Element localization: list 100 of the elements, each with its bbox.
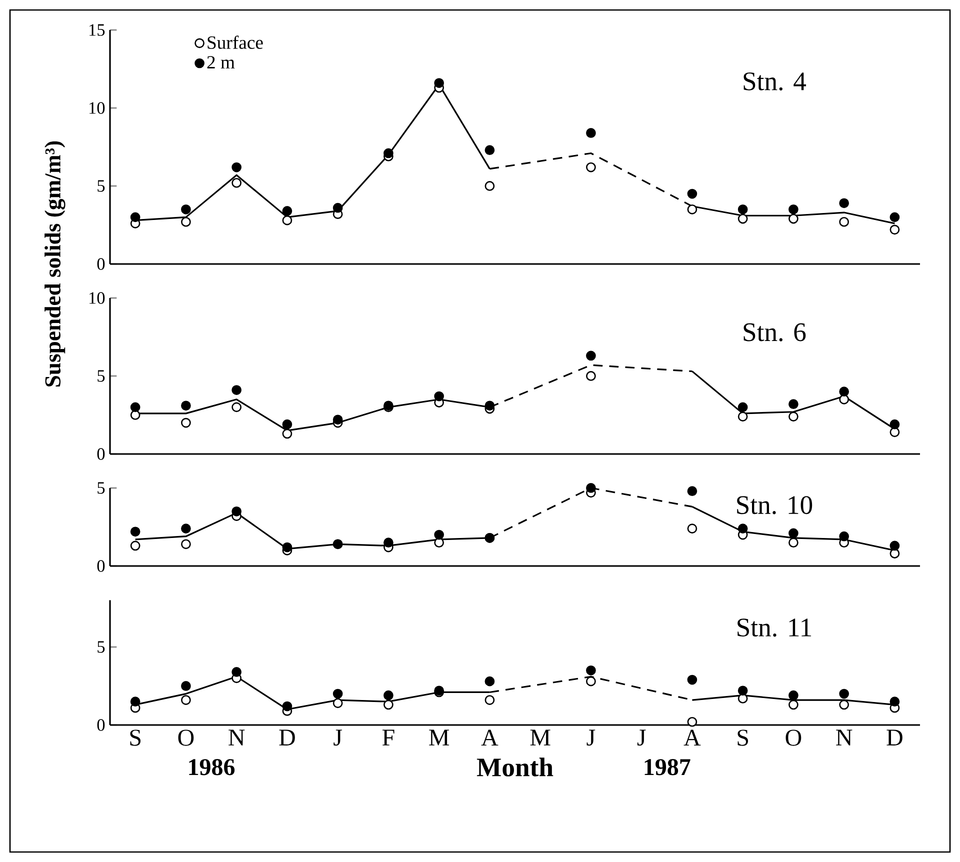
x-tick-label: A: [481, 730, 498, 746]
y-tick-label: 10: [89, 102, 105, 114]
point: [181, 418, 191, 428]
y-tick-label: 5: [98, 370, 105, 382]
point: [839, 688, 850, 699]
point: [130, 212, 140, 222]
point: [839, 198, 850, 208]
legend-label: 2 m: [207, 56, 235, 68]
y-tick-label: 5: [98, 180, 105, 192]
point: [586, 128, 596, 138]
y-axis-title: Suspended solids (gm/m³): [44, 141, 66, 386]
x-tick-label: S: [738, 730, 748, 746]
point: [282, 701, 292, 712]
point: [687, 188, 698, 199]
point: [434, 530, 444, 540]
point: [484, 181, 495, 191]
point: [332, 698, 343, 708]
x-tick-label: F: [382, 730, 394, 746]
x-tick-label: N: [228, 730, 245, 746]
point: [181, 524, 191, 534]
x-tick-label: N: [836, 730, 852, 746]
point: [738, 204, 748, 214]
point: [890, 540, 900, 551]
point: [484, 676, 495, 686]
point: [839, 216, 850, 227]
point: [130, 526, 140, 537]
chart-title: Stn. 10: [737, 496, 812, 514]
point: [130, 696, 140, 707]
point: [788, 528, 798, 538]
text: 1987: [644, 759, 690, 776]
point: [586, 483, 596, 493]
point: [788, 412, 798, 422]
point: [738, 686, 748, 696]
x-tick-label: A: [684, 730, 701, 746]
point: [788, 204, 798, 214]
y-tick-label: 5: [98, 482, 105, 494]
point: [839, 386, 850, 397]
point: [586, 665, 596, 676]
point: [332, 414, 343, 425]
y-tick-label: 0: [97, 448, 105, 460]
text: 1986: [189, 759, 235, 776]
point: [181, 681, 191, 691]
point: [788, 700, 798, 710]
point: [434, 391, 444, 402]
x-tick-label: M: [530, 730, 550, 746]
point: [738, 412, 748, 422]
point: [332, 688, 343, 699]
x-tick-label: D: [279, 730, 295, 746]
point: [890, 212, 900, 222]
point: [181, 216, 191, 227]
point: [232, 178, 242, 188]
x-tick-label: D: [886, 730, 902, 746]
point: [181, 539, 191, 550]
x-tick-label: M: [429, 730, 450, 746]
point: [484, 695, 495, 705]
legend-label: Surface: [208, 36, 263, 49]
point: [434, 538, 444, 548]
point: [788, 214, 798, 224]
point: [181, 204, 191, 214]
point: [232, 506, 242, 516]
point: [687, 204, 698, 214]
point: [586, 676, 596, 686]
y-tick-label: 10: [89, 292, 105, 304]
point: [687, 524, 698, 534]
y-tick-label: 0: [97, 258, 105, 270]
point: [687, 486, 698, 496]
text: Stn. 6: [744, 323, 806, 342]
point: [484, 145, 495, 156]
point: [788, 690, 798, 700]
point: [384, 700, 394, 710]
point: [232, 385, 242, 395]
point: [332, 202, 343, 213]
point: [839, 531, 850, 542]
point: [130, 402, 140, 412]
point: [586, 371, 596, 381]
point: [586, 162, 596, 172]
point: [738, 524, 748, 534]
point: [687, 716, 698, 727]
point: [384, 148, 394, 158]
point: [130, 540, 140, 551]
point: [232, 162, 242, 172]
point: [434, 78, 444, 88]
point: [788, 538, 798, 548]
point: [282, 215, 292, 226]
y-tick-label: 5: [98, 641, 105, 653]
point: [586, 350, 596, 361]
x-tick-label: J: [637, 730, 646, 746]
x-tick-label: S: [130, 730, 140, 746]
point: [181, 400, 191, 411]
point: [738, 214, 748, 224]
point: [181, 695, 191, 705]
point: [232, 667, 242, 677]
point: [788, 399, 798, 410]
point: [484, 400, 495, 411]
point: [687, 674, 698, 685]
point: [232, 402, 242, 412]
point: [384, 538, 394, 548]
point: [282, 419, 292, 430]
text: Stn. 11: [738, 618, 812, 637]
x-axis-title: Month: [476, 758, 554, 776]
